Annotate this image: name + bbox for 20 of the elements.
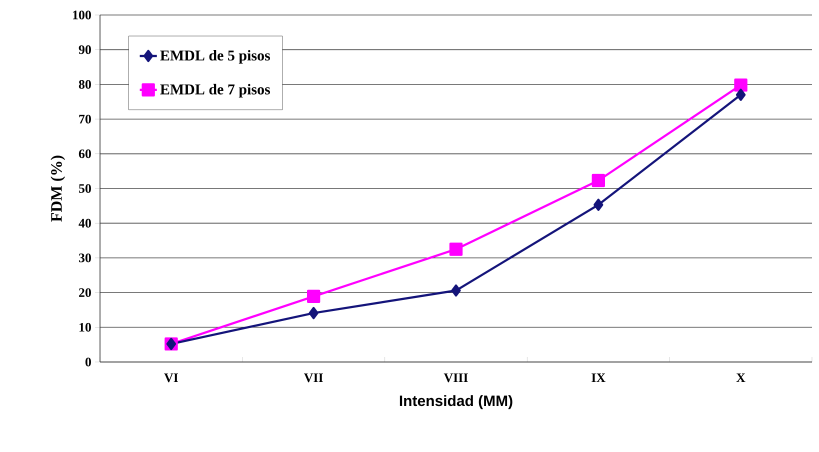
y-tick-label: 20 <box>79 288 91 297</box>
x-axis-title: Intensidad (MM) <box>400 395 512 410</box>
y-tick-label: 10 <box>80 322 91 332</box>
x-tick-label: IX <box>592 374 606 382</box>
y-tick-label: 50 <box>78 184 91 193</box>
y-tick-label: 60 <box>78 149 91 158</box>
y-tick-label: 70 <box>79 114 91 124</box>
y-tick-label: 100 <box>73 10 91 20</box>
x-tick-label: VIII <box>444 374 468 382</box>
y-tick-label: 80 <box>78 80 91 89</box>
y-tick-label: 90 <box>78 45 91 54</box>
x-tick-label: VI <box>164 374 178 382</box>
x-tick-label: VII <box>304 374 323 382</box>
legend-label: EMDL de 5 pisos <box>160 50 270 64</box>
legend-label: EMDL de 7 pisos <box>160 84 270 98</box>
y-tick-label: 0 <box>85 358 91 366</box>
y-axis-title: FDM (%) <box>50 156 66 222</box>
x-tick-label: X <box>736 374 746 382</box>
y-tick-label: 30 <box>78 254 91 262</box>
y-tick-label: 40 <box>78 218 91 228</box>
